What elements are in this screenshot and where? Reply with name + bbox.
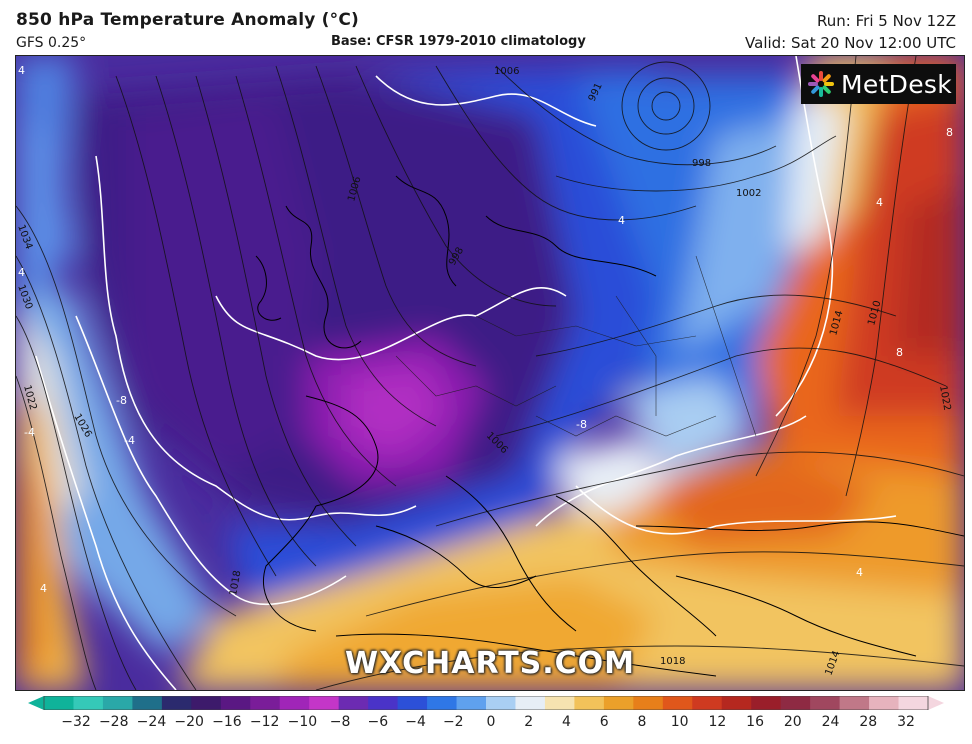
anomaly-field [16,56,964,690]
colorbar-segment [191,696,222,710]
colorbar-left-arrow [28,696,44,710]
isobar-label: 998 [692,158,711,169]
colorbar-segment [839,696,870,710]
colorbar-segment [633,696,664,710]
colorbar-segment [662,696,693,710]
chart-title: 850 hPa Temperature Anomaly (°C) [16,10,359,30]
metdesk-logo-text: MetDesk [841,69,952,99]
anomaly-label: 4 [856,566,863,579]
colorbar-tick-label: 10 [670,714,689,730]
colorbar-tick-label: −10 [287,714,318,730]
anomaly-contours [35,56,897,690]
colorbar-tick-label: −24 [136,714,167,730]
colorbar-segment [309,696,340,710]
anomaly-label: 4 [40,582,47,595]
borders [395,255,757,437]
colorbar-tick-label: 6 [599,714,609,730]
anomaly-label: -8 [576,418,587,431]
colorbar-segment [427,696,458,710]
colorbar-segment [279,696,310,710]
colorbar-tick-labels: −32 −28 −24 −20 −16 −12 −10 −8 −6 −4 −2 0 2 4 6 8 10 12 16… [0,712,972,732]
colorbar-tick-label: 20 [783,714,802,730]
colorbar-segment [250,696,281,710]
colorbar-tick-label: −12 [249,714,280,730]
run-time-label: Run: Fri 5 Nov 12Z [817,12,956,30]
wxcharts-watermark: WXCHARTS.COM [344,646,636,681]
colorbar-segment [898,696,929,710]
colorbar-tick-label: −20 [174,714,204,730]
isobar-label: 1006 [494,66,519,77]
colorbar-segment [161,696,192,710]
isobar-label: 1022 [937,385,952,412]
colorbar-segment [515,696,546,710]
colorbar-tick-label: 12 [708,714,727,730]
isobar-label: 1018 [660,656,685,667]
anomaly-label-group: -8 -8 -4 -4 4 4 4 4 8 8 4 4 [18,64,953,595]
map-canvas: 1006 1006 991 998 1002 998 1006 1034 103… [16,56,964,690]
colorbar-segment [810,696,841,710]
colorbar-tick-label: −28 [98,714,129,730]
anomaly-label: 4 [876,196,883,209]
colorbar-segment [397,696,428,710]
anomaly-label: 4 [618,214,625,227]
climatology-base-label: Base: CFSR 1979-2010 climatology [331,34,586,49]
colorbar-segment [544,696,575,710]
colorbar-segment [486,696,517,710]
anomaly-label: -4 [124,434,135,447]
metdesk-pinwheel-icon [808,71,834,97]
colorbar-tick-label: −32 [61,714,91,730]
colorbar-segment [780,696,811,710]
anomaly-label: 8 [946,126,953,139]
colorbar-tick-label: 4 [561,714,571,730]
colorbar-tick-label: 32 [897,714,915,730]
colorbar-segment [574,696,605,710]
weather-map[interactable]: 1006 1006 991 998 1002 998 1006 1034 103… [15,55,965,691]
colorbar-segment [368,696,399,710]
colorbar-segment [132,696,163,710]
colorbar-tick-label: −6 [367,714,389,730]
colorbar-tick-label: 0 [486,714,496,730]
colorbar-segment [338,696,369,710]
anomaly-label: -4 [24,426,35,439]
colorbar-right-arrow [928,696,944,710]
isobars [16,56,964,690]
colorbar-segment [751,696,782,710]
anomaly-label: -8 [116,394,127,407]
colorbar-tick-label: −16 [212,714,242,730]
colorbar-segment [44,696,75,710]
metdesk-logo: MetDesk [801,64,956,104]
colorbar-tick-label: 8 [637,714,647,730]
isobar-label: 1002 [736,188,761,199]
coastlines [255,175,964,677]
valid-time-label: Valid: Sat 20 Nov 12:00 UTC [745,34,956,52]
colorbar-segment [721,696,752,710]
colorbar-segment [102,696,133,710]
colorbar-tick-label: 16 [746,714,764,730]
colorbar [28,696,944,710]
colorbar-tick-label: 24 [821,714,840,730]
colorbar-segment [603,696,634,710]
colorbar-tick-label: 28 [859,714,878,730]
colorbar-segment [73,696,104,710]
isobar-label: 1018 [228,570,243,597]
colorbar-tick-label: −8 [329,714,351,730]
model-label: GFS 0.25° [16,35,87,51]
colorbar-tick-label: −4 [405,714,426,730]
colorbar-segment [220,696,251,710]
colorbar-segments [44,696,929,710]
colorbar-segment [692,696,723,710]
colorbar-tick-label: 2 [524,714,534,730]
colorbar-tick-label: −2 [442,714,464,730]
anomaly-label: 8 [896,346,903,359]
colorbar-segment [456,696,487,710]
anomaly-label: 4 [18,266,25,279]
colorbar-segment [869,696,900,710]
anomaly-label: 4 [18,64,25,77]
